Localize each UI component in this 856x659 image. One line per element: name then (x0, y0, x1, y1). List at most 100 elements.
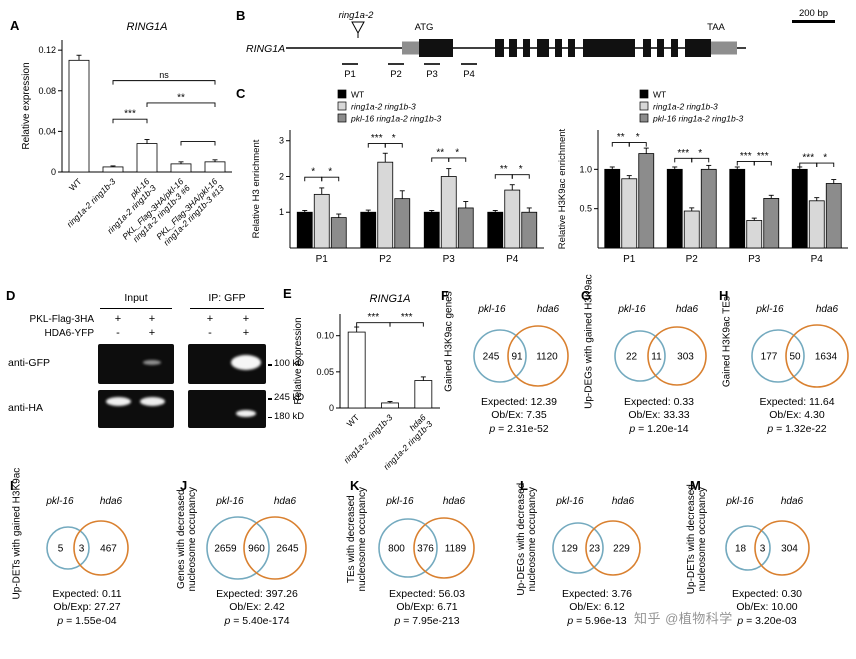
venn-stat-line: Ob/Ex: 4.30 (769, 409, 825, 422)
legend-swatch (639, 101, 649, 111)
bar (296, 211, 313, 249)
sig-bracket (736, 161, 755, 166)
sig-label: *** (367, 312, 379, 323)
venn-stat-line: p = 1.32e-22 (767, 422, 827, 435)
y-tick-label: 1.0 (579, 164, 592, 174)
sig-label: * (698, 148, 702, 159)
sig-bracket (384, 143, 403, 148)
sig-label: ** (436, 147, 444, 158)
legend-swatch (337, 89, 347, 99)
sig-label: *** (124, 109, 136, 120)
right-only-count: 2645 (276, 544, 299, 555)
panel-letter-f: F (441, 288, 449, 303)
legend-label: ring1a-2 ring1b-3 (653, 102, 718, 112)
insertion-allele-label: ring1a-2 (339, 10, 375, 21)
bar (521, 211, 538, 249)
venn-stat-line: Ob/Ex: 33.33 (628, 409, 690, 422)
venn-stat-line: Expected: 397.26 (216, 588, 298, 600)
left-circle (206, 516, 270, 580)
left-circle (46, 526, 90, 570)
marker-tick (268, 398, 272, 400)
venn-stat-line: p = 1.55e-04 (57, 614, 117, 627)
legend-label: pkl-16 ring1a-2 ring1b-3 (652, 114, 744, 124)
construct-presence: + (148, 313, 156, 325)
construct-presence: + (114, 313, 122, 325)
right-circle (754, 520, 810, 576)
sig-bracket (691, 157, 710, 163)
blot-column-label: IP: GFP (208, 292, 246, 304)
bar (683, 210, 700, 249)
bar (666, 168, 683, 249)
right-circle (413, 517, 475, 579)
x-category-label: P4 (811, 254, 824, 265)
panel-letter-e: E (283, 286, 292, 301)
venn-diagram: pkl-16 hda6 18 3 304 (725, 496, 810, 576)
sig-label: ** (177, 92, 185, 103)
marker-tick (268, 416, 272, 419)
venn-diagram: pkl-16 hda6 5 3 467 (45, 496, 129, 576)
panel-letter-j: J (180, 478, 188, 493)
bar (313, 193, 330, 249)
sig-bracket (799, 162, 818, 168)
venn-diagram: pkl-16 hda6 800 376 1189 (378, 496, 475, 579)
start-codon-label: ATG (415, 22, 434, 33)
venn-updets-decreased-nucleosome: M Up-DETs with decreased nucleosome occup… (686, 478, 854, 658)
y-tick-label: 0.12 (38, 45, 56, 55)
exon-box (523, 39, 530, 57)
right-circle (585, 520, 641, 576)
venn-diagram: pkl-16 hda6 177 50 1634 (751, 304, 849, 388)
venn-stat-line: Expected: 12.39 (481, 396, 557, 408)
bar (621, 178, 638, 249)
venn-body: pkl-16 hda6 22 11 303 Expected: 0.33 Ob/Ex: 33… (596, 298, 722, 436)
x-category-label: WT (67, 176, 83, 192)
sig-label: ns (159, 70, 169, 80)
right-set-label: hda6 (781, 496, 804, 507)
sig-label: *** (740, 151, 752, 162)
right-set-label: hda6 (612, 496, 635, 507)
chart-A: 0 0.04 0.08 0.12 RING1A Relative expression WT… (21, 21, 232, 247)
panel-c-h3k9ac-enrichment-chart: 0.5 1.0 Relative H3K9ac enrichment P1 P2 P3 P4… (552, 86, 854, 296)
chart-C_right: 0.5 1.0 Relative H3K9ac enrichment P1 P2 P3 P4… (557, 90, 848, 265)
sig-label: * (328, 167, 332, 178)
venn-stat-line: p = 7.95e-213 (394, 614, 460, 627)
chart-title: RING1A (127, 21, 168, 33)
right-only-count: 304 (781, 544, 798, 555)
y-tick-label: 1 (279, 207, 284, 217)
left-only-count: 18 (735, 544, 747, 555)
right-set-label: hda6 (274, 496, 297, 507)
left-only-count: 2659 (214, 544, 237, 555)
venn-body: pkl-16 hda6 245 91 1120 Expected: 12.39 Ob/Ex:… (456, 298, 582, 436)
panel-letter-d: D (6, 288, 16, 303)
y-tick-label: 0 (51, 167, 56, 177)
y-tick-label: 2 (279, 171, 284, 181)
venn-body: pkl-16 hda6 177 50 1634 Expected: 11.64 Ob/Ex:… (734, 298, 856, 436)
right-only-count: 303 (677, 352, 694, 363)
left-circle (552, 522, 604, 574)
venn-updegs-gained-h3k9ac: G Up-DEGs with gained H3K9ac pkl-16 hda6 22 1… (578, 274, 716, 478)
watermark: 知乎 @植物科学 (634, 611, 733, 626)
left-set-label: pkl-16 (45, 496, 74, 507)
y-axis-label: Relative expression (21, 62, 32, 149)
bar (457, 207, 474, 249)
x-category-label: WT (345, 412, 361, 428)
sig-label: *** (677, 148, 689, 159)
right-only-count: 467 (100, 544, 117, 555)
protein-band (139, 396, 165, 406)
x-category-label: P2 (686, 254, 699, 265)
venn-stats: Expected: 397.26 Ob/Ex: 2.42 p = 5.40e-174 (194, 588, 320, 628)
legend-label: ring1a-2 ring1b-3 (351, 102, 416, 112)
venn-stat-line: Expected: 3.76 (561, 588, 633, 600)
venn-stat-line: p = 2.31e-52 (489, 422, 549, 435)
antibody-label: anti-HA (8, 402, 44, 414)
venn-genes-decreased-nucleosome: J Genes with decreased nucleosome occupan… (176, 478, 346, 658)
bar (360, 211, 377, 249)
sig-label: *** (757, 151, 769, 162)
venn-gained-h3k9ac-genes: F Gained H3K9ac genes pkl-16 hda6 245 91 1120 E… (438, 286, 578, 478)
venn-stats: Expected: 0.11 Ob/Exp: 27.27 p = 1.55e-04 (24, 588, 150, 628)
blot-column-label: Input (124, 292, 148, 304)
sig-label: *** (802, 153, 814, 164)
left-only-count: 800 (388, 544, 405, 555)
right-only-count: 1120 (536, 352, 558, 363)
sig-label: * (823, 153, 827, 164)
sig-label: * (392, 133, 396, 144)
